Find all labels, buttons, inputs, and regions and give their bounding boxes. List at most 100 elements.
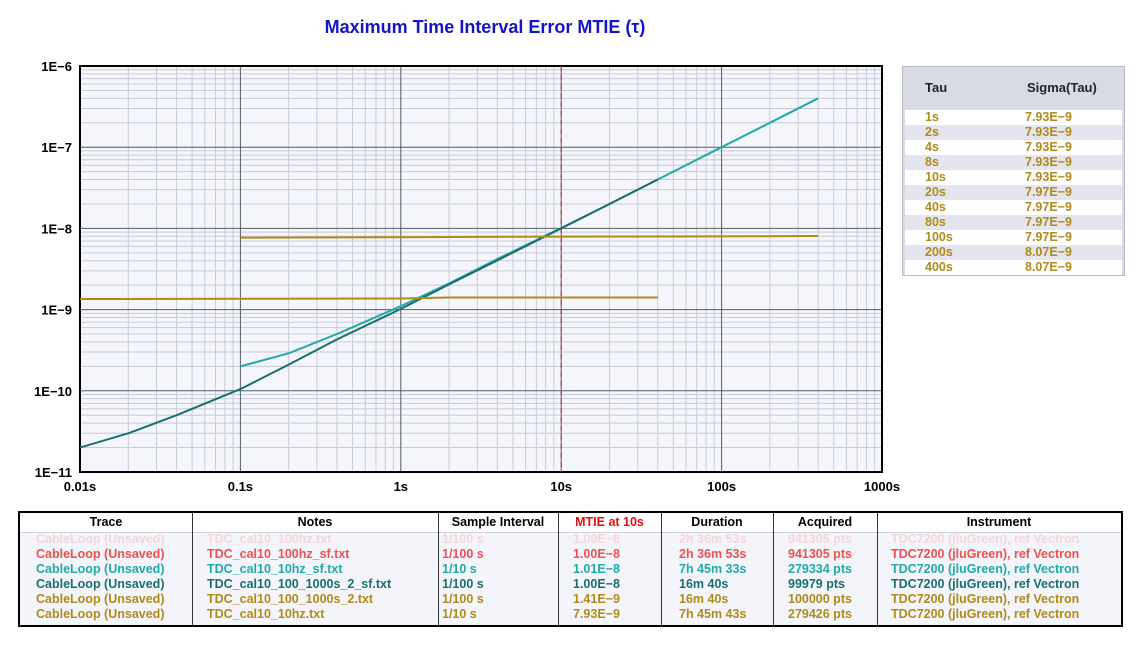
header-mtie[interactable]: MTIE at 10s [575, 515, 644, 529]
x-tick-label: 10s [550, 479, 572, 494]
table-row[interactable]: CableLoop (Unsaved) TDC_cal10_100_1000s_2… [20, 577, 1121, 592]
tau-value: 400s [925, 260, 953, 274]
trace-table: Trace Notes Sample Interval MTIE at 10s … [18, 511, 1123, 627]
cell-acquired: 941305 pts [788, 532, 852, 546]
sigma-column-header: Sigma(Tau) [1027, 80, 1097, 95]
sigma-value: 7.97E−9 [1025, 185, 1072, 199]
tau-row: 4s 7.93E−9 [905, 140, 1122, 155]
tau-table-header: Tau Sigma(Tau) [903, 67, 1124, 107]
y-tick-label: 1E−10 [34, 384, 72, 399]
cell-trace: CableLoop (Unsaved) [36, 532, 165, 546]
tau-value: 10s [925, 170, 946, 184]
header-instrument[interactable]: Instrument [966, 515, 1032, 529]
table-row[interactable]: CableLoop (Unsaved) TDC_cal10_100hz_sf.tx… [20, 547, 1121, 562]
cell-mtie: 1.00E−8 [573, 577, 620, 591]
cell-duration: 16m 40s [679, 592, 729, 606]
tau-value: 80s [925, 215, 946, 229]
cell-duration: 16m 40s [679, 577, 729, 591]
cell-mtie: 7.93E−9 [573, 607, 620, 621]
cell-sample-interval: 1/100 s [442, 532, 484, 546]
y-tick-label: 1E−6 [41, 59, 72, 74]
cell-trace: CableLoop (Unsaved) [36, 592, 165, 606]
tau-column-header: Tau [925, 80, 948, 95]
sigma-value: 7.93E−9 [1025, 155, 1072, 169]
tau-row: 1s 7.93E−9 [905, 110, 1122, 125]
tau-value: 8s [925, 155, 939, 169]
cell-notes: TDC_cal10_10hz.txt [207, 607, 325, 621]
cell-acquired: 100000 pts [788, 592, 852, 606]
y-tick-label: 1E−9 [41, 303, 72, 318]
sigma-value: 8.07E−9 [1025, 260, 1072, 274]
cell-notes: TDC_cal10_100hz_sf.txt [207, 547, 350, 561]
cell-sample-interval: 1/100 s [442, 577, 484, 591]
tau-row: 2s 7.93E−9 [905, 125, 1122, 140]
header-notes[interactable]: Notes [297, 515, 333, 529]
table-row[interactable]: CableLoop (Unsaved) TDC_cal10_100_1000s_2… [20, 592, 1121, 607]
sigma-value: 8.07E−9 [1025, 245, 1072, 259]
cell-trace: CableLoop (Unsaved) [36, 547, 165, 561]
cell-notes: TDC_cal10_100_1000s_2.txt [207, 592, 374, 606]
cell-instrument: TDC7200 (jluGreen), ref Vectron [891, 607, 1080, 621]
x-tick-label: 100s [707, 479, 736, 494]
cell-instrument: TDC7200 (jluGreen), ref Vectron [891, 592, 1080, 606]
series-line-4 [240, 235, 819, 239]
cell-notes: TDC_cal10_100hz.txt [207, 532, 332, 546]
header-trace[interactable]: Trace [89, 515, 123, 529]
tau-row: 10s 7.93E−9 [905, 170, 1122, 185]
cell-mtie: 1.00E−8 [573, 547, 620, 561]
header-duration[interactable]: Duration [691, 515, 743, 529]
cell-trace: CableLoop (Unsaved) [36, 577, 165, 591]
tau-row: 20s 7.97E−9 [905, 185, 1122, 200]
series-line-2 [79, 178, 659, 449]
tau-table-rows: 1s 7.93E−9 2s 7.93E−9 4s 7.93E−9 8s 7.93E−9 10s 7… [903, 110, 1124, 275]
cell-mtie: 1.01E−8 [573, 562, 620, 576]
cell-acquired: 941305 pts [788, 547, 852, 561]
table-row[interactable]: CableLoop (Unsaved) TDC_cal10_10hz.txt 1/1… [20, 607, 1121, 622]
sigma-value: 7.93E−9 [1025, 140, 1072, 154]
cell-trace: CableLoop (Unsaved) [36, 607, 165, 621]
cell-duration: 2h 36m 53s [679, 532, 747, 546]
cell-acquired: 99979 pts [788, 577, 845, 591]
tau-row: 200s 8.07E−9 [905, 245, 1122, 260]
cell-acquired: 279426 pts [788, 607, 852, 621]
tau-row: 100s 7.97E−9 [905, 230, 1122, 245]
tau-value: 40s [925, 200, 946, 214]
table-row[interactable]: CableLoop (Unsaved) TDC_cal10_10hz_sf.txt… [20, 562, 1121, 577]
y-tick-label: 1E−7 [41, 140, 72, 155]
cell-instrument: TDC7200 (jluGreen), ref Vectron [891, 547, 1080, 561]
tau-value: 4s [925, 140, 939, 154]
column-divider [877, 513, 878, 625]
cell-notes: TDC_cal10_10hz_sf.txt [207, 562, 343, 576]
cell-notes: TDC_cal10_100_1000s_2_sf.txt [207, 577, 392, 591]
y-tick-label: 1E−8 [41, 221, 72, 236]
x-tick-label: 0.1s [228, 479, 253, 494]
tau-sigma-panel: Tau Sigma(Tau) 1s 7.93E−9 2s 7.93E−9 4s 7.93E… [902, 66, 1125, 276]
cell-mtie: 1.41E−9 [573, 592, 620, 606]
tau-value: 2s [925, 125, 939, 139]
tau-row: 80s 7.97E−9 [905, 215, 1122, 230]
mtie-plot[interactable]: 0.01s 0.1s 1s 10s 100s 1000s 1E−11 1E−10 1E−9 1E−… [0, 0, 1143, 500]
plot-border [79, 65, 883, 473]
sigma-value: 7.93E−9 [1025, 125, 1072, 139]
cell-instrument: TDC7200 (jluGreen), ref Vectron [891, 532, 1080, 546]
sigma-value: 7.97E−9 [1025, 215, 1072, 229]
cell-sample-interval: 1/10 s [442, 607, 477, 621]
tau-value: 100s [925, 230, 953, 244]
cell-instrument: TDC7200 (jluGreen), ref Vectron [891, 577, 1080, 591]
sigma-value: 7.97E−9 [1025, 230, 1072, 244]
header-acquired[interactable]: Acquired [797, 515, 853, 529]
column-divider [192, 513, 193, 625]
series-line-3 [79, 296, 658, 300]
y-tick-label: 1E−11 [35, 465, 72, 480]
tau-row: 40s 7.97E−9 [905, 200, 1122, 215]
x-tick-label: 0.01s [64, 479, 97, 494]
table-row[interactable]: CableLoop (Unsaved) TDC_cal10_100hz.txt 1/… [20, 532, 1121, 547]
sigma-value: 7.97E−9 [1025, 200, 1072, 214]
cell-duration: 7h 45m 43s [679, 607, 747, 621]
header-sample-interval[interactable]: Sample Interval [451, 515, 545, 529]
cell-sample-interval: 1/100 s [442, 592, 484, 606]
column-divider [773, 513, 774, 625]
cell-duration: 2h 36m 53s [679, 547, 747, 561]
cell-duration: 7h 45m 33s [679, 562, 747, 576]
column-divider [438, 513, 439, 625]
